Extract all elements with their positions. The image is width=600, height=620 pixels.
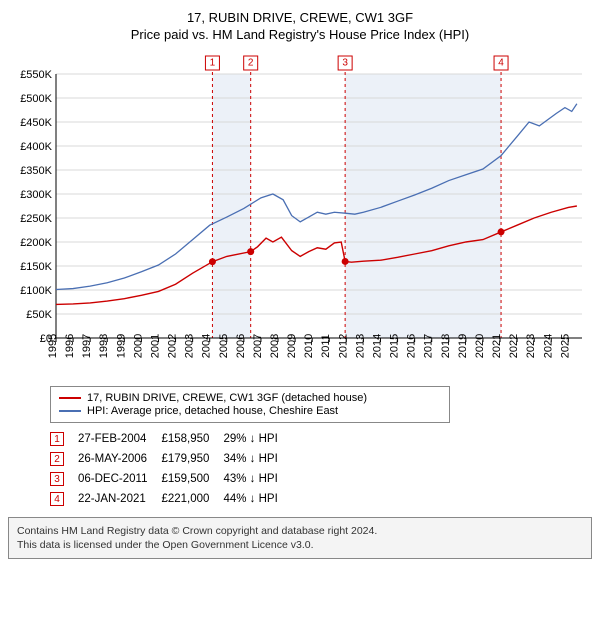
svg-text:2017: 2017 bbox=[423, 334, 435, 358]
svg-text:2: 2 bbox=[248, 58, 254, 69]
legend-swatch bbox=[59, 410, 81, 412]
svg-text:2002: 2002 bbox=[167, 334, 179, 358]
svg-text:£50K: £50K bbox=[26, 309, 52, 321]
svg-text:£550K: £550K bbox=[20, 69, 52, 81]
transaction-delta: 44% ↓ HPI bbox=[223, 489, 291, 509]
svg-text:1997: 1997 bbox=[81, 334, 93, 358]
chart-container: £0£50K£100K£150K£200K£250K£300K£350K£400… bbox=[8, 50, 592, 380]
legend-label: HPI: Average price, detached house, Ches… bbox=[87, 405, 338, 417]
svg-text:2001: 2001 bbox=[149, 334, 161, 358]
footer-licence: Contains HM Land Registry data © Crown c… bbox=[8, 517, 592, 559]
svg-text:2004: 2004 bbox=[201, 334, 213, 358]
transaction-delta: 43% ↓ HPI bbox=[223, 469, 291, 489]
transaction-marker: 4 bbox=[50, 492, 64, 506]
svg-text:2016: 2016 bbox=[406, 334, 418, 358]
svg-text:3: 3 bbox=[342, 58, 348, 69]
svg-text:£500K: £500K bbox=[20, 93, 52, 105]
svg-text:2007: 2007 bbox=[252, 334, 264, 358]
svg-text:2013: 2013 bbox=[354, 334, 366, 358]
svg-text:2025: 2025 bbox=[559, 334, 571, 358]
svg-text:£200K: £200K bbox=[20, 237, 52, 249]
chart-legend: 17, RUBIN DRIVE, CREWE, CW1 3GF (detache… bbox=[50, 386, 450, 423]
svg-text:2023: 2023 bbox=[525, 334, 537, 358]
svg-text:£350K: £350K bbox=[20, 165, 52, 177]
footer-line-1: Contains HM Land Registry data © Crown c… bbox=[17, 524, 583, 538]
svg-text:£400K: £400K bbox=[20, 141, 52, 153]
footer-line-2: This data is licensed under the Open Gov… bbox=[17, 538, 583, 552]
svg-text:£450K: £450K bbox=[20, 117, 52, 129]
transaction-date: 22-JAN-2021 bbox=[78, 489, 161, 509]
svg-text:2000: 2000 bbox=[132, 334, 144, 358]
chart-subtitle: Price paid vs. HM Land Registry's House … bbox=[8, 27, 592, 42]
transaction-price: £159,500 bbox=[161, 469, 223, 489]
svg-text:2012: 2012 bbox=[337, 334, 349, 358]
svg-text:2014: 2014 bbox=[371, 334, 383, 358]
svg-text:2010: 2010 bbox=[303, 334, 315, 358]
svg-text:2022: 2022 bbox=[508, 334, 520, 358]
svg-text:2018: 2018 bbox=[440, 334, 452, 358]
transaction-date: 06-DEC-2011 bbox=[78, 469, 161, 489]
svg-text:1: 1 bbox=[210, 58, 216, 69]
svg-text:£300K: £300K bbox=[20, 189, 52, 201]
svg-text:1998: 1998 bbox=[98, 334, 110, 358]
transaction-delta: 34% ↓ HPI bbox=[223, 449, 291, 469]
chart-title: 17, RUBIN DRIVE, CREWE, CW1 3GF bbox=[8, 10, 592, 25]
svg-text:1995: 1995 bbox=[47, 334, 59, 358]
price-chart: £0£50K£100K£150K£200K£250K£300K£350K£400… bbox=[8, 50, 592, 380]
svg-text:2005: 2005 bbox=[218, 334, 230, 358]
transaction-marker: 3 bbox=[50, 472, 64, 486]
legend-swatch bbox=[59, 397, 81, 399]
transaction-marker: 1 bbox=[50, 432, 64, 446]
legend-label: 17, RUBIN DRIVE, CREWE, CW1 3GF (detache… bbox=[87, 392, 367, 404]
svg-text:£150K: £150K bbox=[20, 261, 52, 273]
svg-text:2008: 2008 bbox=[269, 334, 281, 358]
transaction-price: £158,950 bbox=[161, 429, 223, 449]
svg-text:2020: 2020 bbox=[474, 334, 486, 358]
svg-text:2015: 2015 bbox=[389, 334, 401, 358]
transactions-table: 1 27-FEB-2004£158,95029% ↓ HPI 2 26-MAY-200… bbox=[50, 429, 292, 509]
transaction-date: 27-FEB-2004 bbox=[78, 429, 161, 449]
transaction-row: 1 27-FEB-2004£158,95029% ↓ HPI bbox=[50, 429, 292, 449]
transaction-marker: 2 bbox=[50, 452, 64, 466]
transaction-date: 26-MAY-2006 bbox=[78, 449, 161, 469]
transaction-row: 3 06-DEC-2011£159,50043% ↓ HPI bbox=[50, 469, 292, 489]
transaction-row: 4 22-JAN-2021£221,00044% ↓ HPI bbox=[50, 489, 292, 509]
transaction-price: £179,950 bbox=[161, 449, 223, 469]
transaction-delta: 29% ↓ HPI bbox=[223, 429, 291, 449]
svg-text:2009: 2009 bbox=[286, 334, 298, 358]
transaction-row: 2 26-MAY-2006£179,95034% ↓ HPI bbox=[50, 449, 292, 469]
svg-text:2006: 2006 bbox=[235, 334, 247, 358]
svg-text:2019: 2019 bbox=[457, 334, 469, 358]
legend-item: 17, RUBIN DRIVE, CREWE, CW1 3GF (detache… bbox=[59, 392, 441, 404]
svg-text:£250K: £250K bbox=[20, 213, 52, 225]
svg-text:1996: 1996 bbox=[64, 334, 76, 358]
svg-text:£100K: £100K bbox=[20, 285, 52, 297]
svg-text:2024: 2024 bbox=[542, 334, 554, 358]
transaction-price: £221,000 bbox=[161, 489, 223, 509]
svg-text:1999: 1999 bbox=[115, 334, 127, 358]
svg-text:4: 4 bbox=[498, 58, 504, 69]
legend-item: HPI: Average price, detached house, Ches… bbox=[59, 405, 441, 417]
svg-text:2003: 2003 bbox=[184, 334, 196, 358]
